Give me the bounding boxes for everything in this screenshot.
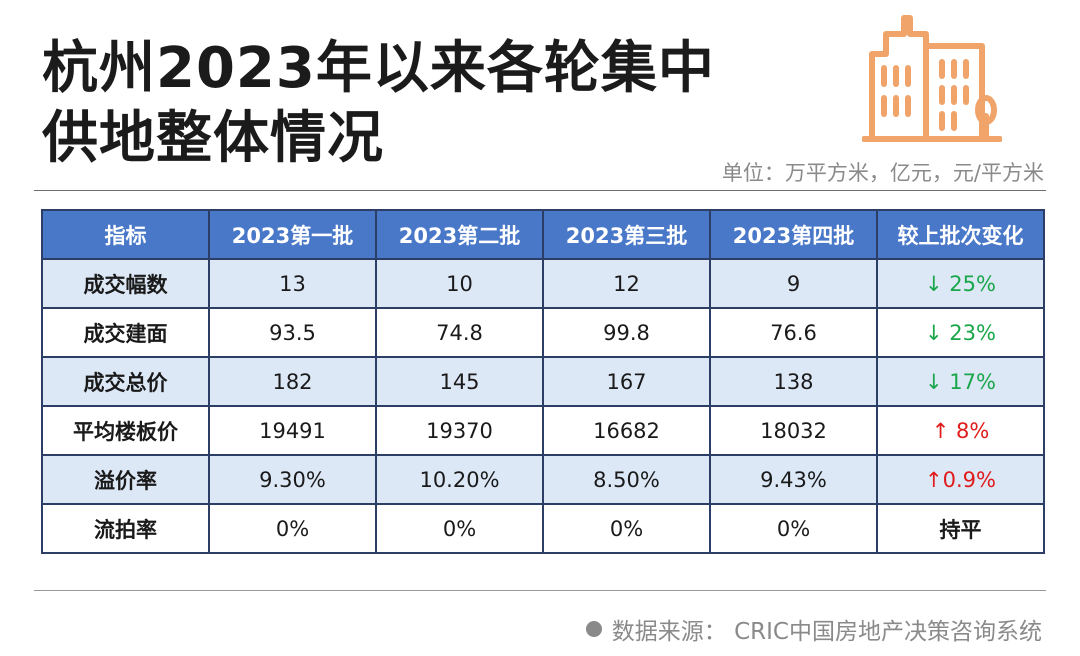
data-source: 数据来源： CRIC中国房地产决策咨询系统 (585, 612, 1042, 646)
change-cell: ↓ 23% (876, 307, 1045, 358)
table-cell: 76.6 (709, 307, 878, 358)
table-cell: 145 (375, 356, 544, 407)
change-cell: ↓ 25% (876, 258, 1045, 309)
table-cell: 8.50% (542, 454, 711, 505)
metric-label: 成交幅数 (41, 258, 210, 309)
table-cell: 9.43% (709, 454, 878, 505)
table-cell: 19491 (208, 405, 377, 456)
table-cell: 18032 (709, 405, 878, 456)
table-row: 成交建面 93.5 74.8 99.8 76.6 ↓ 23% (41, 307, 1045, 358)
table-row: 流拍率 0% 0% 0% 0% 持平 (41, 503, 1045, 554)
column-header: 2023第二批 (375, 209, 544, 260)
metric-label: 平均楼板价 (41, 405, 210, 456)
column-header: 2023第一批 (208, 209, 377, 260)
change-cell: ↑0.9% (876, 454, 1045, 505)
table-row: 平均楼板价 19491 19370 16682 18032 ↑ 8% (41, 405, 1045, 456)
table-cell: 99.8 (542, 307, 711, 358)
table-cell: 0% (375, 503, 544, 554)
page-title: 杭州2023年以来各轮集中 供地整体情况 (42, 34, 715, 174)
footer-divider (34, 590, 1046, 591)
column-header: 2023第四批 (709, 209, 878, 260)
table-cell: 0% (208, 503, 377, 554)
bullet-dot-icon (585, 621, 602, 637)
table-cell: 10.20% (375, 454, 544, 505)
table-cell: 19370 (375, 405, 544, 456)
change-cell: ↓ 17% (876, 356, 1045, 407)
table-cell: 93.5 (208, 307, 377, 358)
metric-label: 成交总价 (41, 356, 210, 407)
title-line-1: 杭州2023年以来各轮集中 (42, 36, 715, 101)
table-row: 成交总价 182 145 167 138 ↓ 17% (41, 356, 1045, 407)
table-cell: 182 (208, 356, 377, 407)
change-cell: ↑ 8% (876, 405, 1045, 456)
table-row: 成交幅数 13 10 12 9 ↓ 25% (41, 258, 1045, 309)
table-header-row: 指标 2023第一批 2023第二批 2023第三批 2023第四批 较上批次变… (41, 209, 1045, 260)
table-cell: 16682 (542, 405, 711, 456)
column-header: 指标 (41, 209, 210, 260)
table-cell: 13 (208, 258, 377, 309)
table-cell: 9.30% (208, 454, 377, 505)
table-cell: 12 (542, 258, 711, 309)
table-cell: 167 (542, 356, 711, 407)
table-cell: 74.8 (375, 307, 544, 358)
table-cell: 9 (709, 258, 878, 309)
unit-note: 单位：万平方米，亿元，元/平方米 (721, 161, 1044, 185)
metric-label: 成交建面 (41, 307, 210, 358)
column-header: 2023第三批 (542, 209, 711, 260)
change-cell: 持平 (876, 503, 1045, 554)
table-cell: 0% (542, 503, 711, 554)
column-header: 较上批次变化 (876, 209, 1045, 260)
table-row: 溢价率 9.30% 10.20% 8.50% 9.43% ↑0.9% (41, 454, 1045, 505)
table-cell: 0% (709, 503, 878, 554)
header-divider (34, 190, 1046, 191)
building-icon (862, 15, 1002, 142)
table-cell: 10 (375, 258, 544, 309)
table-cell: 138 (709, 356, 878, 407)
metric-label: 溢价率 (41, 454, 210, 505)
title-line-2: 供地整体情况 (42, 106, 384, 171)
land-supply-table: 指标 2023第一批 2023第二批 2023第三批 2023第四批 较上批次变… (41, 209, 1045, 554)
metric-label: 流拍率 (41, 503, 210, 554)
source-text: 数据来源： CRIC中国房地产决策咨询系统 (611, 619, 1042, 645)
